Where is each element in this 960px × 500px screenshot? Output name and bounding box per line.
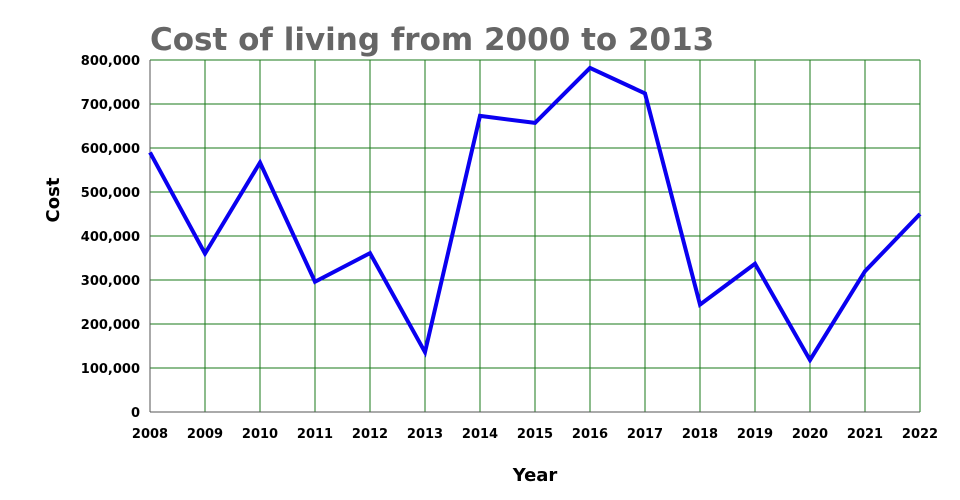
x-tick-label: 2016 bbox=[572, 427, 608, 442]
y-tick-label: 600,000 bbox=[81, 142, 140, 157]
x-tick-label: 2017 bbox=[627, 427, 663, 442]
x-tick-label: 2014 bbox=[462, 427, 498, 442]
y-tick-label: 200,000 bbox=[81, 318, 140, 333]
y-tick-label: 100,000 bbox=[81, 362, 140, 377]
x-tick-label: 2019 bbox=[737, 427, 773, 442]
x-tick-label: 2011 bbox=[297, 427, 333, 442]
x-tick-label: 2012 bbox=[352, 427, 388, 442]
series-layer bbox=[148, 65, 922, 364]
y-tick-label: 700,000 bbox=[81, 98, 140, 113]
grid bbox=[149, 59, 921, 413]
x-tick-label: 2020 bbox=[792, 427, 828, 442]
y-tick-label: 800,000 bbox=[81, 54, 140, 69]
y-axis-label: Cost bbox=[43, 177, 64, 222]
x-tick-label: 2018 bbox=[682, 427, 718, 442]
x-axis-ticks: 2008 2009 2010 2011 2012 2013 2014 2015 2016 2017… bbox=[132, 427, 938, 442]
y-tick-label: 300,000 bbox=[81, 274, 140, 289]
x-tick-label: 2008 bbox=[132, 427, 168, 442]
x-axis-label: Year bbox=[512, 465, 558, 486]
x-tick-label: 2021 bbox=[847, 427, 883, 442]
x-tick-label: 2009 bbox=[187, 427, 223, 442]
y-tick-label: 0 bbox=[131, 406, 140, 421]
x-tick-label: 2015 bbox=[517, 427, 553, 442]
chart-title: Cost of living from 2000 to 2013 bbox=[150, 22, 714, 58]
y-tick-label: 400,000 bbox=[81, 230, 140, 245]
x-tick-label: 2022 bbox=[902, 427, 938, 442]
y-tick-label: 500,000 bbox=[81, 186, 140, 201]
x-tick-label: 2013 bbox=[407, 427, 443, 442]
y-axis-ticks: 0 100,000 200,000 300,000 400,000 500,000 600,… bbox=[81, 54, 140, 421]
x-tick-label: 2010 bbox=[242, 427, 278, 442]
